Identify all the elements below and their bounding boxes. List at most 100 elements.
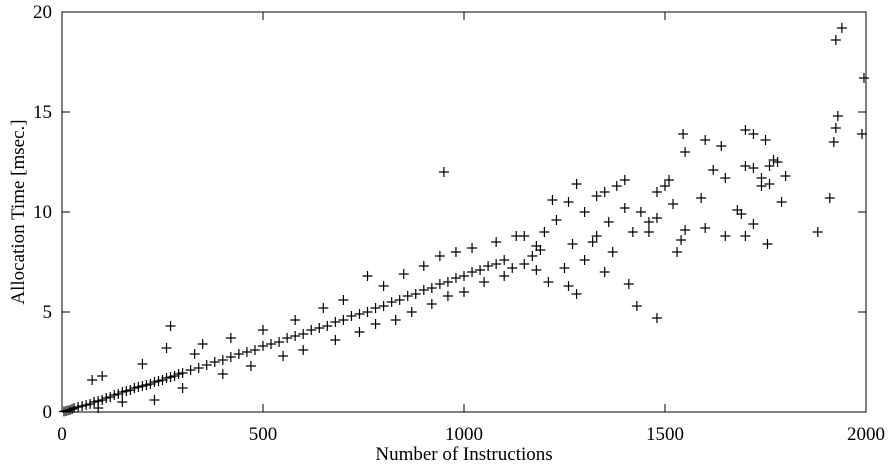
point (314, 323, 325, 333)
point (209, 357, 220, 367)
point (101, 393, 112, 403)
point (338, 315, 349, 325)
point (660, 181, 670, 191)
point (165, 372, 176, 382)
point (145, 379, 156, 389)
point (579, 207, 590, 217)
point (619, 175, 630, 185)
point (627, 227, 638, 237)
x-tick-label: 1000 (445, 424, 483, 445)
y-tick-label: 0 (43, 402, 53, 423)
point (193, 363, 204, 373)
point (442, 277, 453, 287)
point (354, 327, 365, 337)
point (378, 281, 389, 291)
point (173, 369, 184, 379)
point (740, 125, 751, 135)
point (290, 331, 301, 341)
point (410, 289, 421, 299)
point (258, 341, 268, 351)
point (113, 389, 124, 399)
point (161, 373, 172, 383)
x-tick-label: 1500 (646, 424, 684, 445)
point (499, 255, 510, 265)
point (290, 315, 301, 325)
point (519, 259, 530, 269)
point (105, 392, 116, 402)
point (169, 371, 180, 381)
point (527, 251, 538, 261)
point (611, 181, 622, 191)
point (402, 291, 413, 301)
x-tick-label: 2000 (847, 424, 885, 445)
point (434, 279, 445, 289)
point (394, 295, 405, 305)
point (117, 397, 128, 407)
point (73, 402, 84, 412)
point (282, 333, 293, 343)
point (623, 279, 634, 289)
point (491, 259, 502, 269)
point (680, 147, 691, 157)
point (519, 231, 530, 241)
point (716, 141, 727, 151)
y-axis-label: Allocation Time [msec.] (8, 119, 29, 304)
point (233, 349, 244, 359)
y-tick-label: 20 (33, 2, 52, 23)
point (109, 390, 120, 400)
point (185, 365, 196, 375)
point (149, 377, 160, 387)
point (121, 386, 132, 396)
point (225, 333, 236, 343)
point (390, 315, 401, 325)
point (217, 369, 228, 379)
point (117, 387, 128, 397)
point (836, 23, 847, 33)
point (676, 235, 687, 245)
point (418, 285, 429, 295)
point (475, 265, 486, 275)
point (764, 161, 775, 171)
point (732, 205, 743, 215)
point (531, 241, 542, 251)
y-tick-label: 15 (33, 102, 52, 123)
x-tick-label: 0 (57, 424, 67, 445)
point (856, 129, 867, 139)
point (651, 213, 662, 223)
point (571, 179, 582, 189)
x-tick-label: 500 (249, 424, 278, 445)
point (378, 301, 389, 311)
point (87, 375, 98, 385)
point (499, 271, 510, 281)
point (274, 337, 285, 347)
point (197, 339, 208, 349)
point (579, 255, 590, 265)
point (249, 345, 260, 355)
point (696, 193, 707, 203)
point (89, 397, 100, 407)
point (635, 207, 646, 217)
y-tick-label: 5 (43, 302, 53, 323)
point (483, 261, 494, 271)
point (370, 319, 381, 329)
point (258, 325, 268, 335)
point (370, 303, 381, 313)
point (559, 263, 570, 273)
point (748, 219, 759, 229)
point (748, 163, 759, 173)
point (651, 187, 662, 197)
point (177, 383, 188, 393)
point (125, 385, 136, 395)
point (177, 368, 188, 378)
point (672, 247, 683, 257)
point (362, 271, 373, 281)
point (547, 195, 558, 205)
point (756, 181, 767, 191)
point (563, 281, 574, 291)
point (668, 199, 679, 209)
point (619, 203, 630, 213)
point (760, 135, 771, 145)
point (507, 263, 518, 273)
point (330, 317, 341, 327)
